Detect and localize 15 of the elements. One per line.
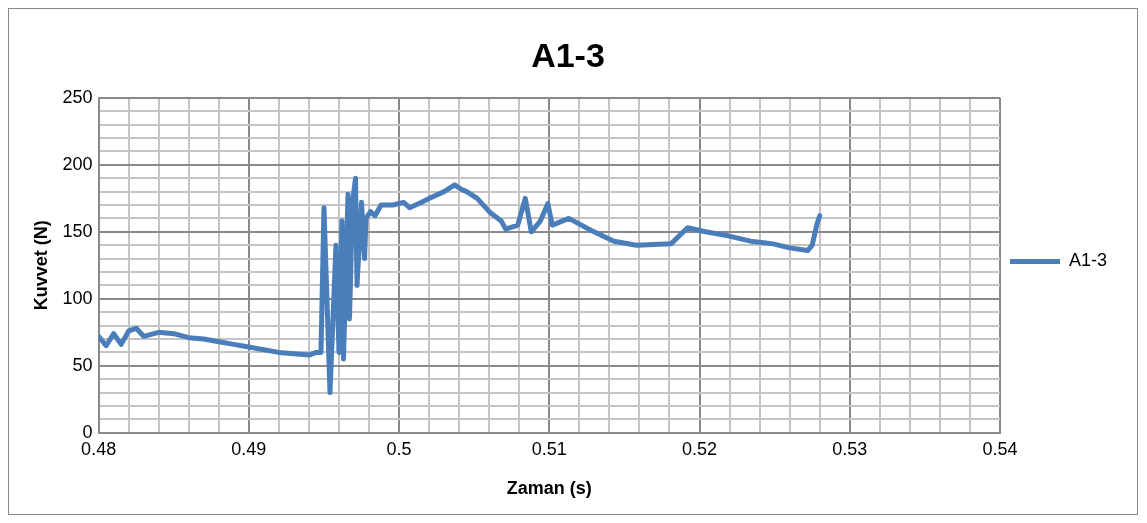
x-tick-label: 0.52 xyxy=(682,438,718,459)
x-axis-title: Zaman (s) xyxy=(506,478,592,499)
x-tick-label: 0.5 xyxy=(386,438,412,459)
legend-label: A1-3 xyxy=(1068,250,1108,271)
x-tick-label: 0.49 xyxy=(231,438,267,459)
y-tick-label: 150 xyxy=(62,220,93,241)
y-tick-label: 50 xyxy=(72,354,93,375)
x-tick-label: 0.53 xyxy=(832,438,868,459)
chart-title: A1-3 xyxy=(531,35,605,74)
y-tick-label: 100 xyxy=(62,287,93,308)
x-tick-label: 0.54 xyxy=(982,438,1018,459)
y-tick-label: 250 xyxy=(62,86,93,107)
x-tick-label: 0.51 xyxy=(531,438,567,459)
y-tick-label: 200 xyxy=(62,153,93,174)
y-axis-title: Kuvvet (N) xyxy=(30,220,51,311)
